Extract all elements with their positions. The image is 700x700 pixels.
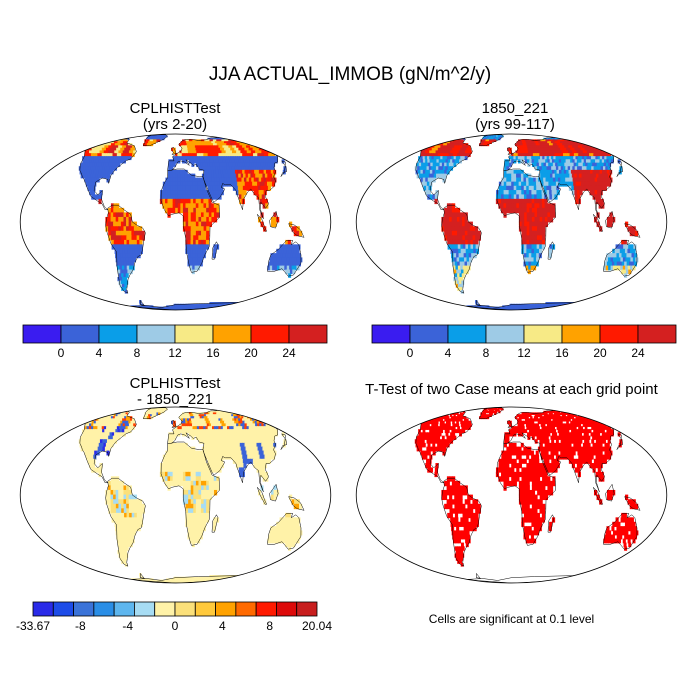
colorbar-swatch xyxy=(255,601,277,617)
colorbar-swatch xyxy=(296,601,318,617)
ttest-title: T-Test of two Case means at each grid po… xyxy=(365,381,658,398)
colorbar-swatch xyxy=(32,601,54,617)
colorbar-swatch xyxy=(250,324,290,344)
colorbar-swatch xyxy=(288,324,328,344)
colorbar-swatch xyxy=(98,324,138,344)
colorbar-tick-label: 16 xyxy=(555,346,569,360)
panel-title-top-left-line2: (yrs 2-20) xyxy=(142,116,208,133)
colorbar-tick-label: -4 xyxy=(122,619,133,633)
colorbar-tick-label: 0 xyxy=(172,619,179,633)
panel-title-bottom-left: CPLHISTTest - 1850_221 xyxy=(85,376,265,408)
colorbar-swatch xyxy=(113,601,135,617)
panel-title-top-right: 1850_221 (yrs 99-117) xyxy=(425,101,605,133)
colorbar-swatch xyxy=(194,601,216,617)
map-bottom-left xyxy=(19,406,332,584)
colorbar-swatch xyxy=(52,601,74,617)
colorbar-tick-label: 8 xyxy=(266,619,273,633)
panel-title-top-left: CPLHISTTest (yrs 2-20) xyxy=(85,101,265,133)
colorbar-swatch xyxy=(561,324,601,344)
colorbar-tick-label: 12 xyxy=(168,346,182,360)
colorbar-tick-label: 24 xyxy=(282,346,296,360)
panel-title-bottom-left-line2: - 1850_221 xyxy=(137,391,213,408)
colorbar-swatch xyxy=(60,324,100,344)
colorbar-swatch xyxy=(22,324,62,344)
colorbar-swatch xyxy=(215,601,237,617)
colorbar-swatch xyxy=(212,324,252,344)
colorbar-swatch xyxy=(485,324,525,344)
colorbar-tick-label: 4 xyxy=(219,619,226,633)
colorbar-tick-label: 8 xyxy=(483,346,490,360)
colorbar-bottom-left: -33.67 -8 -4 0 4 8 20.04 xyxy=(16,601,332,633)
colorbar-swatch xyxy=(447,324,487,344)
colorbar-tick-label: 12 xyxy=(517,346,531,360)
colorbar-swatch xyxy=(637,324,677,344)
colorbar-swatch xyxy=(154,601,176,617)
map-bottom-right xyxy=(355,406,668,584)
colorbar-swatch xyxy=(93,601,115,617)
colorbar-tick-label: 20 xyxy=(593,346,607,360)
colorbar-tick-label: 24 xyxy=(631,346,645,360)
colorbar-swatch xyxy=(174,324,214,344)
colorbar-tick-label: 4 xyxy=(445,346,452,360)
colorbar-swatch xyxy=(523,324,563,344)
panel-title-top-right-line2: (yrs 99-117) xyxy=(475,116,555,133)
significance-note: Cells are significant at 0.1 level xyxy=(428,612,595,626)
colorbar-tick-label: 4 xyxy=(96,346,103,360)
map-top-left xyxy=(19,133,332,311)
colorbar-swatch xyxy=(73,601,95,617)
map-top-right xyxy=(355,133,668,311)
panel-title-top-left-line1: CPLHISTTest xyxy=(129,100,221,117)
colorbar-tick-label: -8 xyxy=(75,619,86,633)
colorbar-swatch xyxy=(134,601,156,617)
colorbar-swatch xyxy=(409,324,449,344)
panel-title-bottom-left-line1: CPLHISTTest xyxy=(129,375,221,392)
figure-title: JJA ACTUAL_IMMOB (gN/m^2/y) xyxy=(208,64,492,85)
colorbar-tick-label: 0 xyxy=(58,346,65,360)
colorbar-swatch xyxy=(174,601,196,617)
colorbar-top-left: 0 4 8 12 16 20 24 xyxy=(22,324,328,360)
panel-title-top-right-line1: 1850_221 xyxy=(481,100,549,117)
colorbar-tick-label: 16 xyxy=(206,346,220,360)
colorbar-top-right: 0 4 8 12 16 20 24 xyxy=(371,324,677,360)
colorbar-tick-label: 20.04 xyxy=(302,619,332,633)
colorbar-tick-label: -33.67 xyxy=(16,619,50,633)
colorbar-tick-label: 8 xyxy=(134,346,141,360)
colorbar-swatch xyxy=(136,324,176,344)
colorbar-swatch xyxy=(599,324,639,344)
colorbar-tick-label: 0 xyxy=(407,346,414,360)
colorbar-swatch xyxy=(235,601,257,617)
colorbar-swatch xyxy=(371,324,411,344)
colorbar-tick-label: 20 xyxy=(244,346,258,360)
colorbar-swatch xyxy=(276,601,298,617)
